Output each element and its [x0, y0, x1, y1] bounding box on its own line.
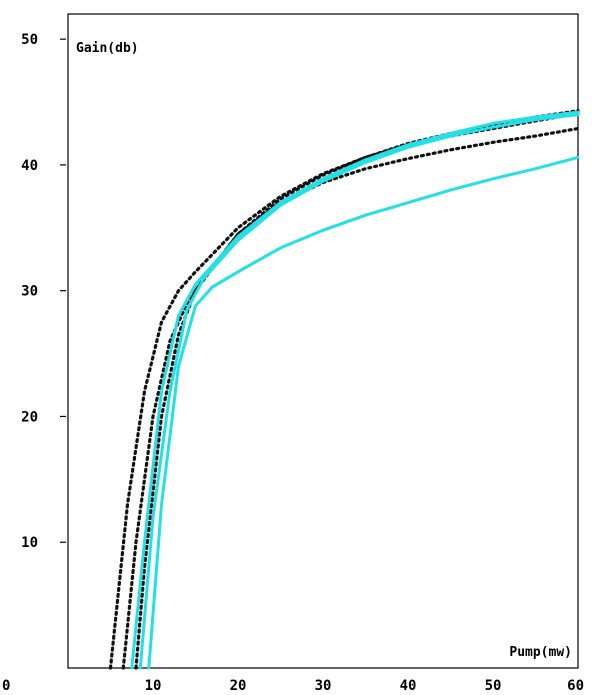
y-tick-label: 10: [21, 535, 38, 551]
x-tick-label: 30: [315, 678, 332, 694]
y-tick-label: 20: [21, 409, 38, 425]
series-group: [108, 109, 580, 670]
x-tick-label: 40: [400, 678, 417, 694]
series-line-2: [121, 126, 580, 670]
labels-group: 10 20 30 40 50 0 10 20 30 40 50 60 Gain(db) Pump(mw): [2, 32, 584, 694]
plot-frame: [67, 13, 579, 669]
x-tick-label: 0: [2, 678, 10, 694]
series-line-4: [130, 110, 580, 670]
axes: [60, 13, 579, 669]
x-tick-label: 60: [567, 678, 584, 694]
x-tick-label: 50: [485, 678, 502, 694]
x-tick-label: 10: [145, 678, 162, 694]
series-line-3: [134, 109, 580, 670]
series-line-5: [138, 113, 580, 670]
y-tick-label: 50: [21, 32, 38, 48]
series-line-6: [147, 155, 580, 670]
y-tick-label: 30: [21, 284, 38, 300]
y-axis-label: Gain(db): [76, 41, 139, 56]
x-axis-label: Pump(mw): [509, 645, 572, 660]
x-tick-label: 20: [230, 678, 247, 694]
series-line-1: [108, 111, 580, 670]
y-tick-label: 40: [21, 158, 38, 174]
